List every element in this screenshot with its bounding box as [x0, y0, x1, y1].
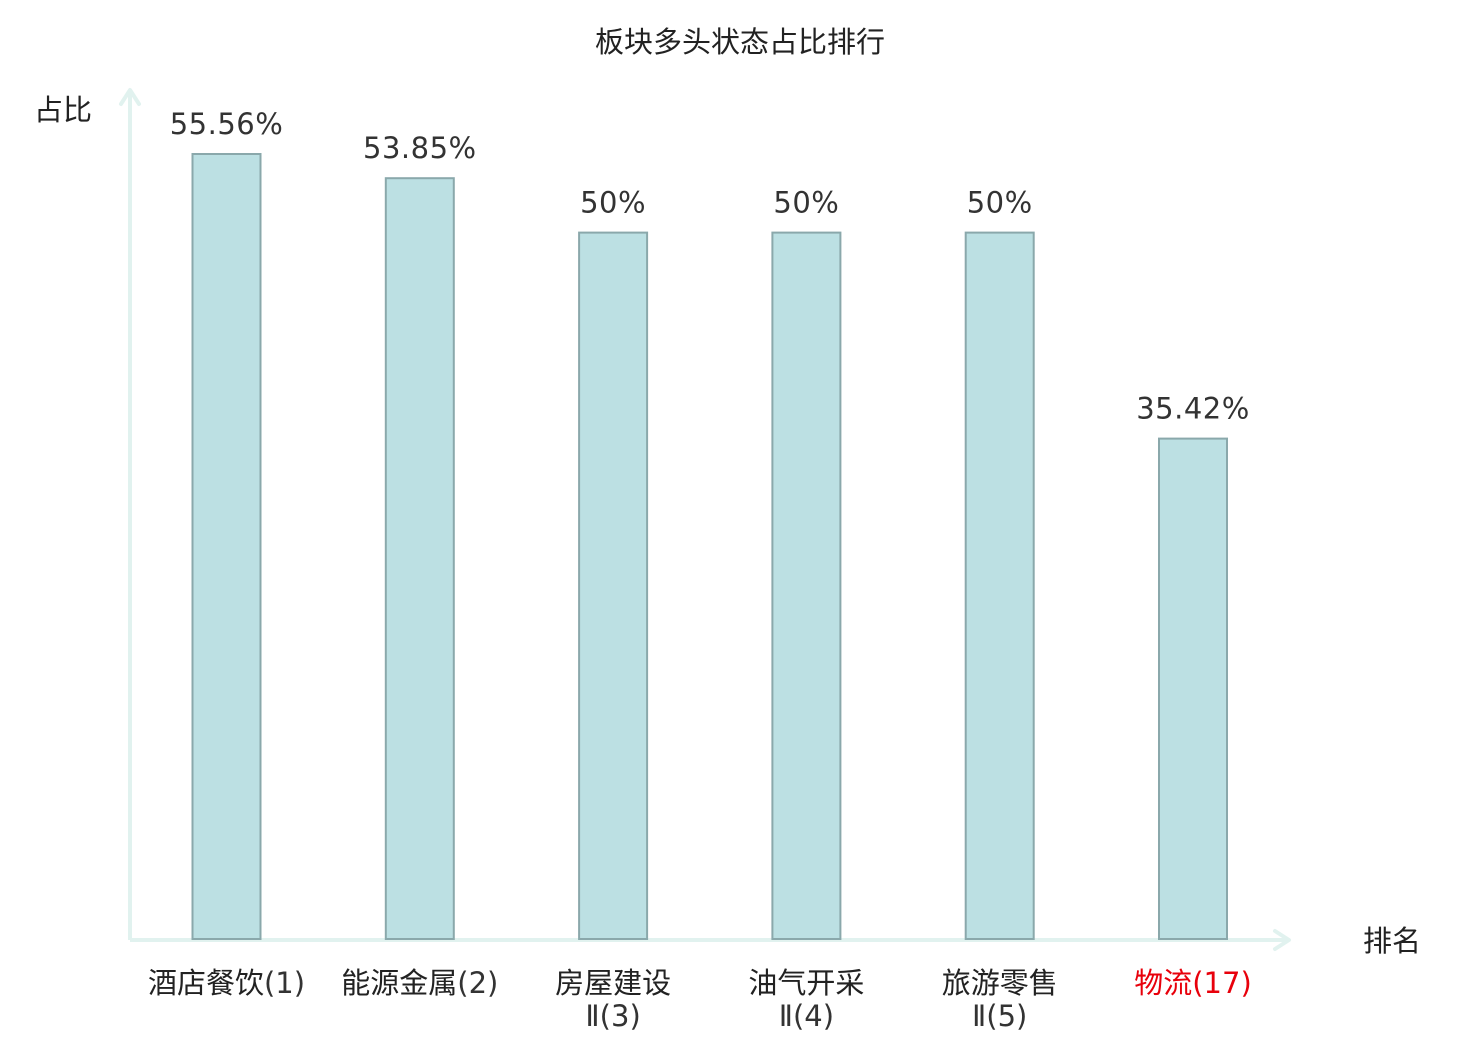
category-name: 能源金属	[341, 966, 457, 1000]
category-name: 物流	[1134, 966, 1192, 1000]
x-axis-label: 排名	[1363, 924, 1421, 958]
y-axis-arrow-icon	[119, 88, 141, 106]
bar	[1158, 437, 1228, 940]
category-rank: (1)	[264, 966, 305, 1000]
value-labels-layer: 55.56% 53.85% 50% 50% 50% 35.42%	[170, 107, 1250, 426]
category-label: 物流(17)	[1134, 966, 1252, 1000]
category-rank-label: Ⅱ(3)	[585, 999, 640, 1033]
bar	[578, 231, 649, 941]
category-rank-label: Ⅱ(4)	[779, 999, 834, 1033]
category-label: 房屋建设	[555, 966, 671, 1000]
bar-value-label: 50%	[580, 186, 646, 220]
bar-value-label: 53.85%	[363, 131, 477, 165]
y-axis-label: 占比	[34, 93, 92, 127]
category-name: 酒店餐饮	[148, 966, 264, 1000]
bar	[384, 177, 455, 940]
bar-value-label: 35.42%	[1136, 392, 1250, 426]
bars-layer	[191, 153, 1228, 941]
category-label: 能源金属(2)	[341, 966, 498, 1000]
category-rank: (2)	[457, 966, 498, 1000]
category-label: 旅游零售	[942, 966, 1058, 1000]
bar	[771, 231, 842, 941]
category-label: 酒店餐饮(1)	[148, 966, 305, 1000]
category-label: 油气开采	[748, 966, 864, 1000]
bar-value-label: 50%	[773, 186, 839, 220]
x-axis-arrow-icon	[1273, 929, 1291, 951]
bar-value-label: 55.56%	[170, 107, 284, 141]
bar	[964, 231, 1035, 941]
bar	[191, 153, 262, 940]
category-rank: (17)	[1192, 966, 1252, 1000]
bar-value-label: 50%	[967, 186, 1033, 220]
category-name: 油气开采	[748, 966, 864, 1000]
chart-title: 板块多头状态占比排行	[595, 25, 885, 59]
category-name: 房屋建设	[555, 966, 671, 1000]
axes: 占比 排名	[34, 88, 1421, 958]
category-name: 旅游零售	[942, 966, 1058, 1000]
category-rank-label: Ⅱ(5)	[972, 999, 1027, 1033]
